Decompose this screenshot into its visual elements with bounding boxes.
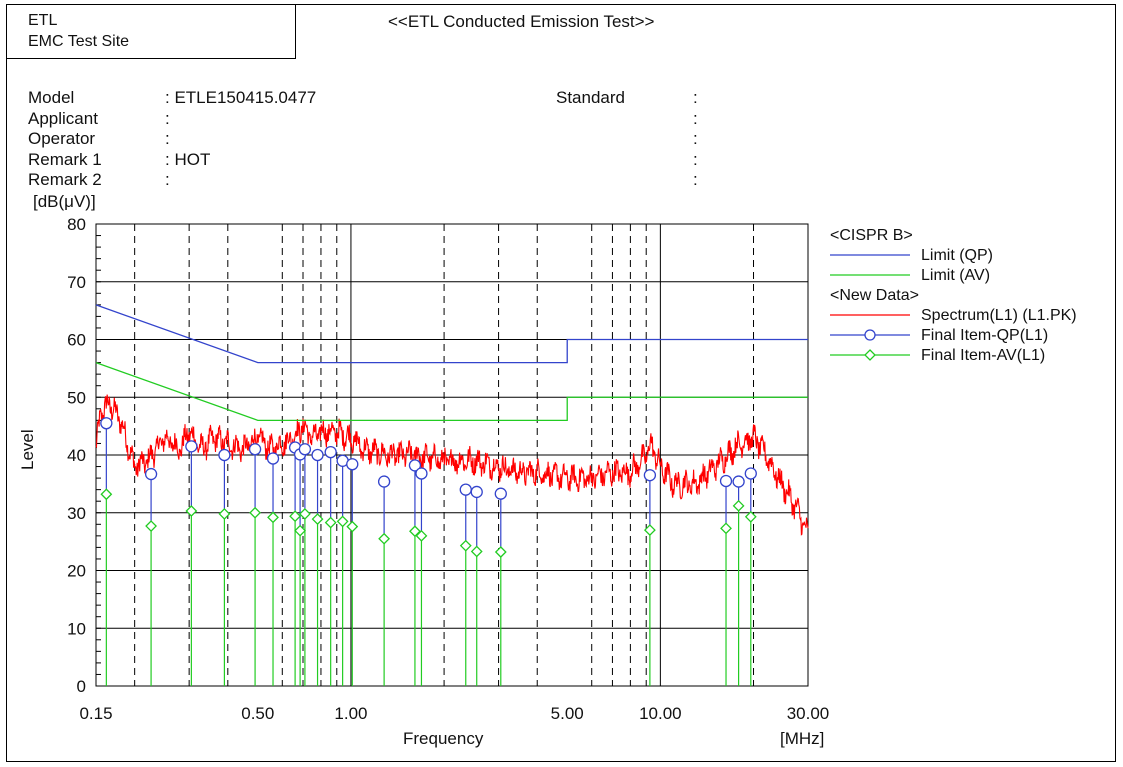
info-label-2: Operator xyxy=(28,129,96,148)
av-point xyxy=(415,529,428,542)
av-point xyxy=(311,513,324,526)
legend-label: Final Item-AV(L1) xyxy=(921,347,1045,364)
av-point xyxy=(744,510,757,523)
legend-marker-diamond xyxy=(864,349,876,361)
av-point xyxy=(249,506,261,519)
legend-group-heading: <CISPR B> xyxy=(830,227,913,244)
av-point xyxy=(324,516,337,529)
av-point xyxy=(459,539,472,552)
x-axis-title: Frequency xyxy=(403,729,484,748)
av-point xyxy=(218,507,231,520)
av-point xyxy=(378,532,391,545)
qp-point xyxy=(744,467,757,480)
report-frame xyxy=(6,4,1116,762)
qp-point xyxy=(732,475,745,488)
y-tick-label: 10 xyxy=(67,619,86,638)
limit-av-line xyxy=(95,361,808,422)
av-point xyxy=(470,545,483,558)
report-title: <<ETL Conducted Emission Test>> xyxy=(388,12,655,31)
x-tick-label: 30.00 xyxy=(787,704,830,723)
av-point xyxy=(185,505,198,517)
y-tick-label: 30 xyxy=(67,504,86,523)
av-point xyxy=(409,525,421,538)
av-point xyxy=(298,507,311,520)
qp-point xyxy=(470,485,483,499)
standard-value-2: : xyxy=(693,129,698,148)
site-subtitle: EMC Test Site xyxy=(28,33,130,50)
av-point xyxy=(336,515,349,528)
av-point xyxy=(267,511,279,524)
x-tick-label: 5.00 xyxy=(551,704,584,723)
av-point xyxy=(494,546,507,558)
standard-label: Standard xyxy=(556,88,625,107)
standard-value-1: : xyxy=(693,108,698,128)
info-label-4: Remark 2 xyxy=(28,170,102,189)
av-point xyxy=(100,488,113,501)
y-tick-label: 40 xyxy=(67,446,86,465)
qp-point xyxy=(311,448,324,462)
standard-value-0: : xyxy=(693,88,698,107)
av-point xyxy=(294,524,307,537)
y-axis-unit: [dB(μV)] xyxy=(33,192,96,211)
legend-label: Limit (QP) xyxy=(921,247,993,264)
av-point xyxy=(289,510,302,523)
qp-point xyxy=(218,448,231,462)
av-point xyxy=(732,499,745,512)
info-value-2: : xyxy=(165,129,170,148)
info-value-4: : xyxy=(165,170,170,189)
x-tick-label: 0.15 xyxy=(79,704,112,723)
y-tick-label: 0 xyxy=(77,677,86,696)
y-tick-label: 80 xyxy=(67,215,86,234)
standard-value-4: : xyxy=(693,170,698,189)
qp-point xyxy=(248,443,262,456)
qp-point xyxy=(494,487,507,500)
y-tick-label: 50 xyxy=(67,388,86,407)
qp-point xyxy=(144,467,158,481)
qp-point xyxy=(346,458,359,471)
standard-value-3: : xyxy=(693,149,698,169)
qp-point xyxy=(324,445,337,459)
qp-point xyxy=(643,469,657,482)
y-tick-label: 20 xyxy=(67,562,86,581)
qp-point xyxy=(415,467,428,480)
legend-group-heading: <New Data> xyxy=(830,287,919,304)
site-box xyxy=(6,4,296,59)
qp-point xyxy=(266,452,280,465)
av-point xyxy=(145,520,158,532)
qp-point xyxy=(100,417,113,430)
x-tick-label: 10.00 xyxy=(639,704,682,723)
qp-point xyxy=(377,475,391,488)
av-point xyxy=(720,522,732,535)
site-name: ETL xyxy=(28,12,58,29)
x-axis-unit: [MHz] xyxy=(780,729,825,748)
y-tick-label: 70 xyxy=(67,273,86,292)
info-label-0: Model xyxy=(28,88,75,107)
legend-label: Spectrum(L1) (L1.PK) xyxy=(921,307,1077,324)
spectrum-line xyxy=(95,394,809,536)
qp-point xyxy=(459,483,472,496)
qp-point xyxy=(408,459,422,472)
legend-label: Limit (AV) xyxy=(921,267,990,284)
info-value-3: : HOT xyxy=(165,149,211,169)
qp-point xyxy=(298,443,312,456)
x-tick-label: 1.00 xyxy=(334,704,367,723)
y-tick-label: 60 xyxy=(67,331,86,350)
legend-marker-circle xyxy=(864,329,876,341)
qp-point xyxy=(719,474,733,488)
info-label-1: Applicant xyxy=(28,108,98,128)
info-label-3: Remark 1 xyxy=(28,149,102,169)
limit-qp-line xyxy=(95,304,808,364)
x-tick-label: 0.50 xyxy=(241,704,274,723)
legend-label: Final Item-QP(L1) xyxy=(921,327,1048,344)
qp-point xyxy=(185,440,198,453)
info-value-1: : xyxy=(165,108,170,128)
av-point xyxy=(643,524,656,536)
info-value-0: : ETLE150415.0477 xyxy=(165,88,317,107)
av-point xyxy=(346,520,359,533)
